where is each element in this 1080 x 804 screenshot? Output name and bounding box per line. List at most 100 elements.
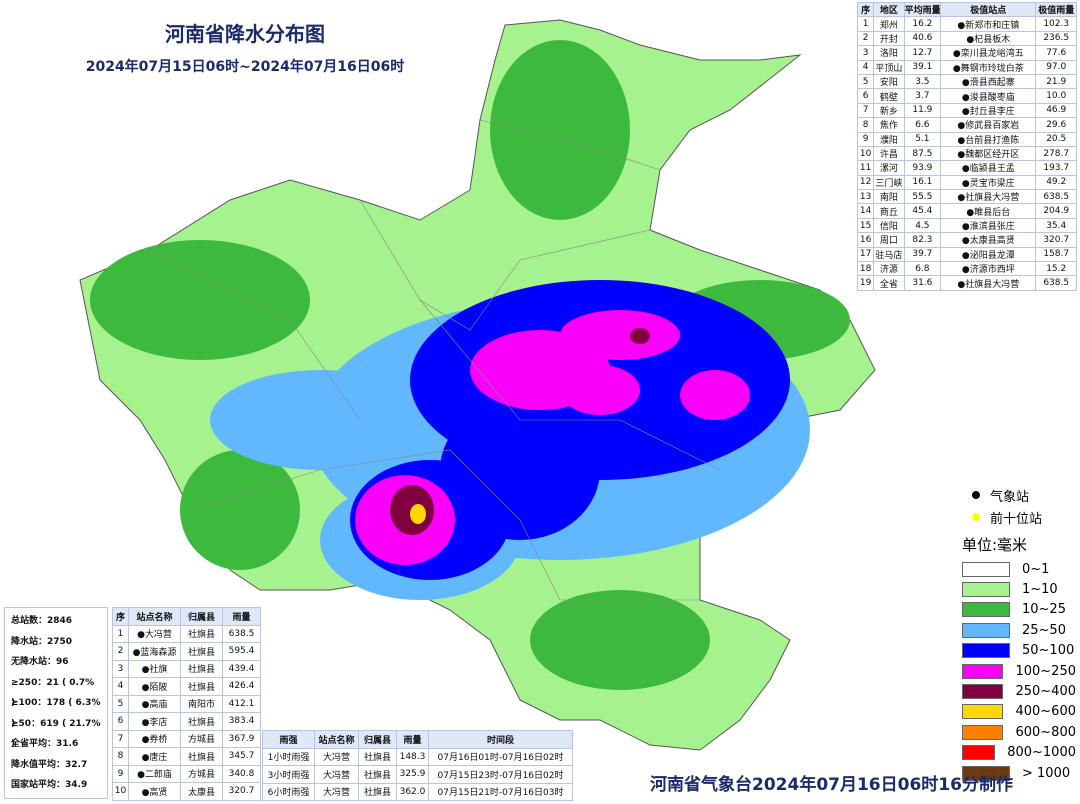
table-cell: 济源 (873, 261, 905, 277)
table-cell: 18 (856, 261, 875, 277)
table-cell: 社旗县 (180, 642, 223, 661)
legend-swatch (962, 561, 1010, 577)
table-row: 10 ●高贤 太康县 320.7 (112, 782, 261, 801)
legend-item: 10~25 (956, 600, 1076, 620)
legend-marker: 前十位站 (956, 506, 1076, 528)
table-row: 1 郑州 16.2 ●新郑市和庄镇 102.3 (856, 16, 1077, 32)
stat-line: ≥50：619 ( 21.7% ) (11, 718, 101, 750)
table-cell: 8 (112, 747, 129, 766)
table-cell: ●唐庄 (128, 747, 181, 766)
table-cell: 320.7 (222, 782, 261, 801)
table-cell: 39.1 (903, 59, 942, 75)
table-cell: 5 (112, 694, 129, 713)
table-cell: 412.1 (222, 694, 261, 713)
table-cell: 商丘 (873, 203, 905, 219)
table-cell: 148.3 (396, 747, 429, 766)
table-cell: 1 (112, 624, 129, 643)
legend: 气象站 前十位站 单位:毫米 0~1 1~10 10~25 25~50 50~100 100… (956, 484, 1076, 783)
table-cell: 3小时雨强 (262, 765, 315, 784)
table-row: 3小时雨强 大冯营 社旗县 325.9 07月15日23时-07月16日02时 (262, 765, 573, 784)
table-cell: 6.6 (903, 117, 942, 133)
header-cell: 站点名称 (128, 607, 181, 626)
table-cell: 6 (112, 712, 129, 731)
legend-swatch (962, 663, 1004, 679)
legend-label: 600~800 (1015, 724, 1076, 740)
table-cell: 07月16日01时-07月16日02时 (428, 747, 573, 766)
table-cell: 大冯营 (314, 747, 359, 766)
table-cell: 漯河 (873, 160, 905, 176)
table-row: 16 周口 82.3 ●太康县高贤 320.7 (856, 232, 1077, 248)
stat-line: ≥250：21 ( 0.7% ) (11, 677, 95, 709)
table-cell: 4.5 (903, 217, 942, 234)
table-cell: 11.9 (903, 102, 942, 119)
table-cell: 2 (856, 30, 875, 47)
table-cell: 社旗县 (180, 747, 223, 766)
table-cell: 40.6 (903, 30, 942, 47)
legend-item: 600~800 (956, 722, 1076, 742)
table-row: 3 洛阳 12.7 ●栾川县龙峪湾五 77.6 (856, 45, 1077, 61)
table-row: 8 焦作 6.6 ●修武县百家岩 29.6 (856, 117, 1077, 133)
table-cell: ●舞钢市玲珑白茶 (940, 59, 1037, 75)
stat-line: ≥100：178 ( 6.3% ) (11, 698, 101, 729)
header-cell: 归属县 (358, 730, 397, 749)
table-cell: 6.8 (903, 261, 942, 277)
legend-swatch (962, 724, 1004, 740)
table-cell: 87.5 (903, 145, 942, 162)
table-row: 12 三门峡 16.1 ●灵宝市梁庄 49.2 (856, 174, 1077, 191)
table-cell: ●台前县打渔陈 (940, 131, 1037, 147)
table-cell: 太康县 (180, 782, 223, 801)
table-cell: 2 (112, 642, 129, 661)
table-row: 2 开封 40.6 ●杞县板木 236.5 (856, 30, 1077, 47)
header-row: 序地区 平均雨量 极值站点 极值雨量 (856, 1, 1077, 18)
table-cell: 4 (856, 59, 875, 75)
table-cell: ●李店 (128, 712, 181, 731)
legend-dot (972, 513, 980, 521)
header-cell: 序 (112, 607, 129, 626)
table-cell: 345.7 (222, 747, 261, 766)
table-cell: ●大冯营 (128, 624, 181, 643)
table-cell: 平顶山 (873, 59, 905, 75)
table-cell: 638.5 (222, 624, 261, 643)
stat-line: 国家站平均：34.9 (11, 780, 88, 790)
table-row: 5 ●高庙 南阳市 412.1 (112, 694, 261, 713)
table-cell: 9 (112, 764, 129, 783)
legend-swatch (962, 643, 1010, 659)
table-cell: 驻马店 (873, 246, 905, 263)
table-cell: ●新郑市和庄镇 (940, 16, 1037, 32)
table-cell: 1 (856, 16, 875, 32)
table-cell: 39.7 (903, 246, 942, 263)
table-cell: 16 (856, 232, 875, 248)
table-cell: 社旗县 (358, 782, 397, 801)
table-cell: 3.7 (903, 88, 942, 104)
table-row: 4 ●陌陂 社旗县 426.4 (112, 677, 261, 696)
table-cell: ●杞县板木 (940, 30, 1037, 47)
table-cell: 7 (112, 729, 129, 748)
table-cell: ●社旗县大冯营 (940, 189, 1037, 205)
table-cell: 10 (112, 782, 129, 801)
table-cell: 7 (856, 102, 875, 119)
table-cell: 325.9 (396, 765, 429, 784)
table-cell: 郑州 (873, 16, 905, 32)
legend-label: 1~10 (1022, 582, 1058, 598)
table-cell: 29.6 (1035, 117, 1077, 133)
header-cell: 序 (856, 1, 875, 18)
table-cell: 3 (856, 45, 875, 61)
legend-label: 前十位站 (990, 511, 1043, 527)
table-cell: 社旗县 (358, 765, 397, 784)
table-cell: 638.5 (1035, 275, 1077, 291)
table-cell: 367.9 (222, 729, 261, 748)
table-cell: 社旗县 (180, 659, 223, 678)
rain-100-250 (355, 310, 750, 565)
table-cell: 5.1 (903, 131, 942, 147)
legend-marker: 气象站 (956, 484, 1076, 506)
legend-label: 800~1000 (1007, 745, 1076, 761)
header-cell: 雨量 (222, 607, 261, 626)
table-cell: 焦作 (873, 117, 905, 133)
table-cell: 三门峡 (873, 174, 905, 191)
table-cell: 6小时雨强 (262, 782, 315, 801)
intensity-table: 雨强 站点名称 归属县 雨量 时间段 1小时雨强 大冯营 社旗县 148.3 07月16日01时-… (262, 730, 573, 801)
top10-table: 序站点名称 归属县 雨量 1 ●大冯营 社旗县 638.5 2 ●蓝海森源 社旗县 595.4 3 ●社… (112, 607, 261, 801)
table-cell: 46.9 (1035, 102, 1077, 119)
table-cell: 426.4 (222, 677, 261, 696)
